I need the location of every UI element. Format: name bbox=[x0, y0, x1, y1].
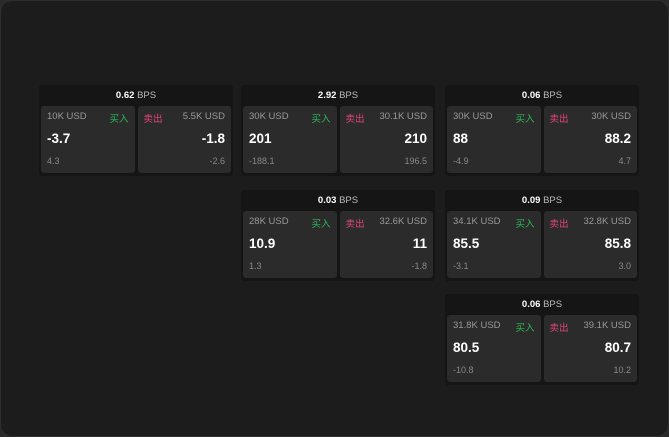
sell-change: 196.5 bbox=[404, 156, 427, 166]
quote-card: 0.06 BPS 30K USD 买入 88 -4.9 卖出 30K USD 88.2 4.… bbox=[445, 85, 639, 176]
sell-change: -1.8 bbox=[411, 261, 427, 271]
sell-button[interactable]: 卖出 5.5K USD -1.8 -2.6 bbox=[137, 106, 231, 173]
spread-unit: BPS bbox=[339, 90, 359, 101]
spread-header: 0.03 BPS bbox=[241, 190, 435, 211]
buy-price: 85.5 bbox=[453, 236, 480, 251]
sell-size: 30.1K USD bbox=[379, 111, 427, 122]
spread-header: 0.06 BPS bbox=[445, 85, 639, 106]
buy-button[interactable]: 31.8K USD 买入 80.5 -10.8 bbox=[447, 315, 541, 382]
buy-change: -188.1 bbox=[249, 156, 275, 166]
buy-size: 31.8K USD bbox=[453, 320, 501, 331]
buy-label: 买入 bbox=[515, 323, 535, 334]
sell-label: 卖出 bbox=[549, 219, 569, 230]
sell-label: 卖出 bbox=[345, 114, 365, 125]
sell-button[interactable]: 卖出 32.6K USD 11 -1.8 bbox=[339, 211, 433, 278]
sell-change: 4.7 bbox=[618, 156, 631, 166]
sell-size: 32.8K USD bbox=[583, 216, 631, 227]
spread-value: 2.92 bbox=[317, 90, 337, 101]
buy-button[interactable]: 28K USD 买入 10.9 1.3 bbox=[243, 211, 337, 278]
buy-price: -3.7 bbox=[47, 131, 71, 146]
sell-change: -2.6 bbox=[209, 156, 225, 166]
sell-price: 85.8 bbox=[604, 236, 631, 251]
spread-unit: BPS bbox=[137, 90, 157, 101]
sell-price: 210 bbox=[404, 131, 427, 146]
buy-change: 4.3 bbox=[47, 156, 60, 166]
buy-size: 34.1K USD bbox=[453, 216, 501, 227]
buy-button[interactable]: 34.1K USD 买入 85.5 -3.1 bbox=[447, 211, 541, 278]
spread-value: 0.03 bbox=[317, 195, 337, 206]
sell-price: 80.7 bbox=[604, 340, 631, 355]
quote-card: 0.09 BPS 34.1K USD 买入 85.5 -3.1 卖出 32.8K USD… bbox=[445, 190, 639, 281]
buy-label: 买入 bbox=[515, 114, 535, 125]
buy-change: -4.9 bbox=[453, 156, 469, 166]
buy-button[interactable]: 10K USD 买入 -3.7 4.3 bbox=[41, 106, 135, 173]
buy-size: 10K USD bbox=[47, 111, 87, 122]
sell-price: 88.2 bbox=[604, 131, 631, 146]
sell-price: -1.8 bbox=[201, 131, 225, 146]
spread-unit: BPS bbox=[543, 90, 563, 101]
sell-label: 卖出 bbox=[143, 114, 163, 125]
quote-card: 2.92 BPS 30K USD 买入 201 -188.1 卖出 30.1K USD 2… bbox=[241, 85, 435, 176]
sell-label: 卖出 bbox=[549, 323, 569, 334]
spread-value: 0.09 bbox=[521, 195, 541, 206]
spread-value: 0.06 bbox=[521, 299, 541, 310]
spread-unit: BPS bbox=[543, 195, 563, 206]
quote-card: 0.06 BPS 31.8K USD 买入 80.5 -10.8 卖出 39.1K US… bbox=[445, 294, 639, 385]
sell-button[interactable]: 卖出 39.1K USD 80.7 10.2 bbox=[543, 315, 637, 382]
sell-size: 32.6K USD bbox=[379, 216, 427, 227]
buy-size: 30K USD bbox=[249, 111, 289, 122]
buy-price: 88 bbox=[453, 131, 469, 146]
sell-label: 卖出 bbox=[345, 219, 365, 230]
spread-header: 0.09 BPS bbox=[445, 190, 639, 211]
sell-label: 卖出 bbox=[549, 114, 569, 125]
sell-size: 30K USD bbox=[591, 111, 631, 122]
sell-button[interactable]: 卖出 30.1K USD 210 196.5 bbox=[339, 106, 433, 173]
buy-size: 28K USD bbox=[249, 216, 289, 227]
buy-change: -10.8 bbox=[453, 365, 474, 375]
spread-header: 0.62 BPS bbox=[39, 85, 233, 106]
buy-label: 买入 bbox=[515, 219, 535, 230]
buy-change: -3.1 bbox=[453, 261, 469, 271]
buy-button[interactable]: 30K USD 买入 201 -188.1 bbox=[243, 106, 337, 173]
sell-size: 5.5K USD bbox=[182, 111, 225, 122]
buy-change: 1.3 bbox=[249, 261, 262, 271]
sell-size: 39.1K USD bbox=[583, 320, 631, 331]
buy-label: 买入 bbox=[311, 219, 331, 230]
sell-button[interactable]: 卖出 32.8K USD 85.8 3.0 bbox=[543, 211, 637, 278]
buy-price: 10.9 bbox=[249, 236, 276, 251]
spread-unit: BPS bbox=[339, 195, 359, 206]
sell-change: 10.2 bbox=[613, 365, 631, 375]
spread-header: 0.06 BPS bbox=[445, 294, 639, 315]
spread-header: 2.92 BPS bbox=[241, 85, 435, 106]
buy-size: 30K USD bbox=[453, 111, 493, 122]
sell-button[interactable]: 卖出 30K USD 88.2 4.7 bbox=[543, 106, 637, 173]
buy-price: 80.5 bbox=[453, 340, 480, 355]
sell-change: 3.0 bbox=[618, 261, 631, 271]
buy-button[interactable]: 30K USD 买入 88 -4.9 bbox=[447, 106, 541, 173]
buy-label: 买入 bbox=[109, 114, 129, 125]
buy-label: 买入 bbox=[311, 114, 331, 125]
spread-unit: BPS bbox=[543, 299, 563, 310]
buy-price: 201 bbox=[249, 131, 272, 146]
spread-value: 0.62 bbox=[115, 90, 135, 101]
spread-value: 0.06 bbox=[521, 90, 541, 101]
quote-card: 0.62 BPS 10K USD 买入 -3.7 4.3 卖出 5.5K USD -1.8… bbox=[39, 85, 233, 176]
sell-price: 11 bbox=[412, 236, 427, 251]
quote-card: 0.03 BPS 28K USD 买入 10.9 1.3 卖出 32.6K USD 11 -… bbox=[241, 190, 435, 281]
